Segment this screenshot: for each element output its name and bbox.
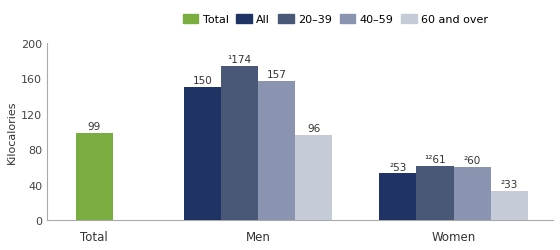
Bar xyxy=(258,82,295,220)
Text: 157: 157 xyxy=(267,70,286,80)
Text: 99: 99 xyxy=(88,121,101,131)
Bar xyxy=(76,133,113,220)
Y-axis label: Kilocalories: Kilocalories xyxy=(7,100,17,164)
Bar xyxy=(491,191,528,220)
Bar xyxy=(454,168,491,220)
Text: ²33: ²33 xyxy=(501,180,518,190)
Bar xyxy=(295,136,332,220)
Text: ¹²61: ¹²61 xyxy=(424,155,446,165)
Bar xyxy=(221,67,258,220)
Bar xyxy=(417,166,454,220)
Text: 96: 96 xyxy=(307,124,320,134)
Bar xyxy=(184,88,221,220)
Text: ¹174: ¹174 xyxy=(227,55,251,65)
Text: ²60: ²60 xyxy=(464,156,480,166)
Text: ²53: ²53 xyxy=(389,162,407,172)
Bar xyxy=(379,174,417,220)
Text: 150: 150 xyxy=(193,76,212,86)
Legend: Total, All, 20–39, 40–59, 60 and over: Total, All, 20–39, 40–59, 60 and over xyxy=(178,10,493,29)
